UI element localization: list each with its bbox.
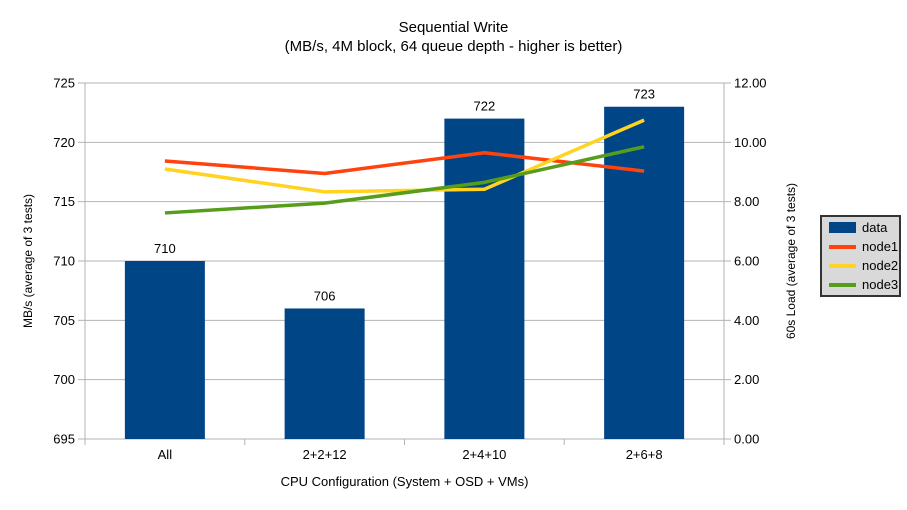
left-axis-tick-label: 710	[53, 254, 75, 269]
category-label: 2+4+10	[462, 447, 506, 462]
legend-swatch-node3	[829, 282, 856, 287]
category-label: 2+6+8	[626, 447, 663, 462]
legend-label-data: data	[862, 219, 888, 235]
right-axis-tick-label: 4.00	[734, 313, 759, 328]
chart-title: Sequential Write (MB/s, 4M block, 64 que…	[0, 18, 907, 56]
legend-swatch-node1	[829, 244, 856, 249]
legend-swatch-data	[829, 222, 856, 233]
legend-label-node2: node2	[862, 257, 899, 273]
line-node1	[164, 150, 645, 176]
bar-value-label: 722	[474, 99, 496, 114]
bar-2+4+10	[444, 118, 525, 439]
chart-title-line1: Sequential Write	[398, 19, 509, 36]
bar-value-label: 710	[154, 241, 176, 256]
legend-row-node3: node3	[829, 276, 899, 292]
left-axis-tick-label: 715	[53, 194, 75, 209]
left-axis-tick-label: 700	[53, 372, 75, 387]
legend-row-node2: node2	[829, 257, 899, 273]
left-axis-tick-label: 725	[53, 76, 75, 91]
legend: data node1 node2 node3	[820, 215, 901, 297]
chart-title-line2: (MB/s, 4M block, 64 queue depth - higher…	[284, 38, 623, 55]
bar-All	[124, 261, 205, 439]
right-axis-tick-label: 0.00	[734, 432, 759, 447]
bar-value-label: 706	[314, 288, 336, 303]
right-axis-tick-label: 2.00	[734, 372, 759, 387]
x-axis-title: CPU Configuration (System + OSD + VMs)	[280, 474, 529, 489]
left-axis-tick-label: 720	[53, 135, 75, 150]
right-axis-tick-label: 8.00	[734, 194, 759, 209]
legend-label-node1: node1	[862, 238, 899, 254]
category-label: All	[158, 447, 173, 462]
bar-2+6+8	[604, 106, 685, 439]
bar-value-label: 723	[633, 87, 655, 102]
line-node3	[164, 145, 645, 215]
legend-row-node1: node1	[829, 238, 899, 254]
legend-swatch-node2	[829, 263, 856, 268]
right-axis-title: 60s Load (average of 3 tests)	[784, 182, 798, 340]
left-axis-tick-label: 705	[53, 313, 75, 328]
line-node2	[164, 118, 645, 194]
right-axis-tick-label: 12.00	[734, 76, 767, 91]
legend-label-node3: node3	[862, 276, 899, 292]
left-axis-tick-label: 695	[53, 432, 75, 447]
category-label: 2+2+12	[303, 447, 347, 462]
left-axis-title: MB/s (average of 3 tests)	[21, 193, 35, 329]
bar-2+2+12	[284, 308, 365, 439]
right-axis-tick-label: 6.00	[734, 254, 759, 269]
legend-row-data: data	[829, 219, 899, 235]
right-axis-tick-label: 10.00	[734, 135, 767, 150]
